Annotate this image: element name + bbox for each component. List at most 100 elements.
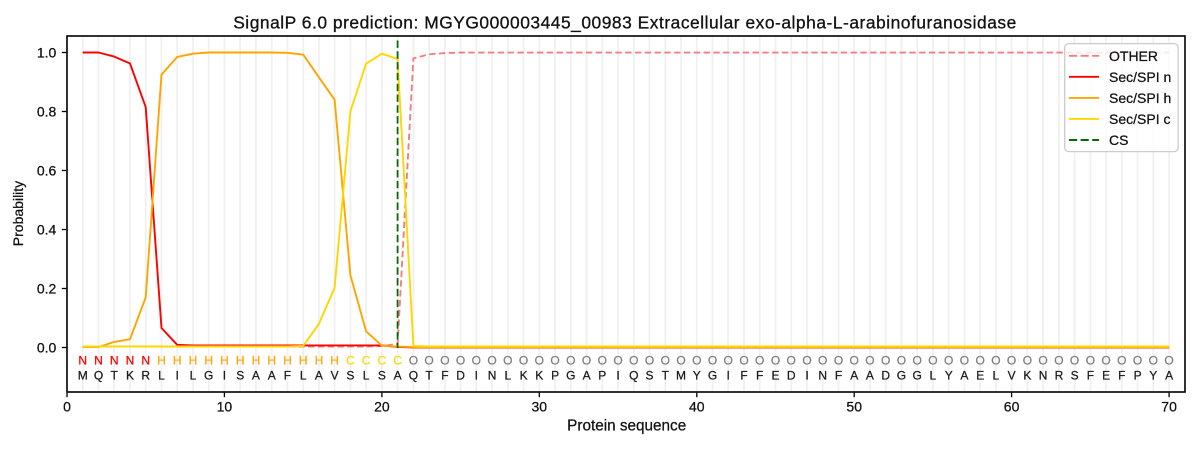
svg-text:G: G bbox=[897, 368, 906, 382]
svg-text:I: I bbox=[727, 368, 730, 382]
svg-text:G: G bbox=[566, 368, 575, 382]
svg-text:0.6: 0.6 bbox=[37, 163, 57, 179]
svg-text:I: I bbox=[223, 368, 226, 382]
svg-text:0.0: 0.0 bbox=[37, 340, 57, 356]
svg-text:C: C bbox=[393, 354, 402, 368]
svg-text:Protein sequence: Protein sequence bbox=[567, 418, 686, 435]
svg-text:A: A bbox=[315, 368, 323, 382]
svg-text:H: H bbox=[330, 354, 339, 368]
svg-text:D: D bbox=[456, 368, 465, 382]
svg-text:O: O bbox=[1054, 354, 1063, 368]
svg-text:O: O bbox=[440, 354, 449, 368]
svg-text:H: H bbox=[252, 354, 261, 368]
svg-text:60: 60 bbox=[1004, 399, 1020, 415]
svg-text:O: O bbox=[1086, 354, 1095, 368]
svg-text:E: E bbox=[1102, 368, 1110, 382]
svg-text:OTHER: OTHER bbox=[1109, 48, 1158, 64]
svg-text:H: H bbox=[173, 354, 182, 368]
svg-text:O: O bbox=[598, 354, 607, 368]
svg-text:O: O bbox=[897, 354, 906, 368]
svg-text:O: O bbox=[802, 354, 811, 368]
svg-text:D: D bbox=[787, 368, 796, 382]
svg-text:O: O bbox=[692, 354, 701, 368]
svg-text:O: O bbox=[535, 354, 544, 368]
svg-text:E: E bbox=[771, 368, 779, 382]
svg-text:O: O bbox=[1007, 354, 1016, 368]
svg-text:O: O bbox=[550, 354, 559, 368]
svg-text:Q: Q bbox=[94, 368, 103, 382]
svg-text:R: R bbox=[141, 368, 150, 382]
svg-text:H: H bbox=[220, 354, 229, 368]
svg-text:0.2: 0.2 bbox=[37, 281, 57, 297]
svg-text:N: N bbox=[94, 354, 103, 368]
svg-text:P: P bbox=[598, 368, 606, 382]
svg-text:Sec/SPI h: Sec/SPI h bbox=[1109, 90, 1171, 106]
svg-text:M: M bbox=[78, 368, 88, 382]
svg-text:G: G bbox=[204, 368, 213, 382]
svg-text:A: A bbox=[960, 368, 968, 382]
svg-text:O: O bbox=[1133, 354, 1142, 368]
svg-text:O: O bbox=[928, 354, 937, 368]
svg-text:O: O bbox=[645, 354, 654, 368]
svg-text:R: R bbox=[1055, 368, 1064, 382]
svg-text:Y: Y bbox=[945, 368, 953, 382]
svg-text:N: N bbox=[818, 368, 827, 382]
svg-text:A: A bbox=[394, 368, 402, 382]
svg-text:Y: Y bbox=[693, 368, 701, 382]
svg-text:O: O bbox=[582, 354, 591, 368]
svg-text:F: F bbox=[441, 368, 448, 382]
svg-text:A: A bbox=[866, 368, 874, 382]
svg-text:F: F bbox=[1087, 368, 1094, 382]
svg-text:D: D bbox=[881, 368, 890, 382]
svg-text:M: M bbox=[676, 368, 686, 382]
svg-text:G: G bbox=[913, 368, 922, 382]
svg-text:40: 40 bbox=[689, 399, 705, 415]
svg-text:H: H bbox=[204, 354, 213, 368]
svg-text:Y: Y bbox=[1149, 368, 1157, 382]
svg-text:H: H bbox=[299, 354, 308, 368]
svg-text:O: O bbox=[850, 354, 859, 368]
svg-text:N: N bbox=[141, 354, 150, 368]
svg-text:V: V bbox=[331, 368, 339, 382]
svg-text:L: L bbox=[363, 368, 370, 382]
svg-text:Q: Q bbox=[409, 368, 418, 382]
svg-text:O: O bbox=[865, 354, 874, 368]
svg-text:O: O bbox=[881, 354, 890, 368]
svg-text:1.0: 1.0 bbox=[37, 45, 57, 61]
svg-text:O: O bbox=[771, 354, 780, 368]
svg-text:O: O bbox=[566, 354, 575, 368]
svg-text:E: E bbox=[976, 368, 984, 382]
svg-text:F: F bbox=[756, 368, 763, 382]
svg-text:O: O bbox=[1117, 354, 1126, 368]
svg-text:K: K bbox=[535, 368, 543, 382]
svg-text:A: A bbox=[252, 368, 260, 382]
svg-text:K: K bbox=[1023, 368, 1031, 382]
svg-text:F: F bbox=[284, 368, 291, 382]
svg-text:70: 70 bbox=[1161, 399, 1177, 415]
svg-text:I: I bbox=[616, 368, 619, 382]
svg-text:K: K bbox=[126, 368, 134, 382]
svg-text:O: O bbox=[1038, 354, 1047, 368]
svg-text:A: A bbox=[583, 368, 591, 382]
svg-text:F: F bbox=[1118, 368, 1125, 382]
svg-text:O: O bbox=[424, 354, 433, 368]
svg-text:H: H bbox=[157, 354, 166, 368]
svg-text:O: O bbox=[834, 354, 843, 368]
svg-text:Sec/SPI n: Sec/SPI n bbox=[1109, 69, 1171, 85]
svg-text:Sec/SPI c: Sec/SPI c bbox=[1109, 111, 1170, 127]
svg-text:L: L bbox=[504, 368, 511, 382]
svg-text:T: T bbox=[111, 368, 119, 382]
svg-text:O: O bbox=[613, 354, 622, 368]
svg-text:O: O bbox=[787, 354, 796, 368]
svg-text:O: O bbox=[944, 354, 953, 368]
svg-text:0.4: 0.4 bbox=[37, 222, 57, 238]
svg-text:Probability: Probability bbox=[10, 181, 26, 246]
svg-text:O: O bbox=[1164, 354, 1173, 368]
svg-text:S: S bbox=[645, 368, 653, 382]
svg-text:O: O bbox=[724, 354, 733, 368]
svg-text:S: S bbox=[236, 368, 244, 382]
svg-text:0.8: 0.8 bbox=[37, 104, 57, 120]
svg-text:O: O bbox=[456, 354, 465, 368]
svg-text:O: O bbox=[519, 354, 528, 368]
svg-text:S: S bbox=[346, 368, 354, 382]
